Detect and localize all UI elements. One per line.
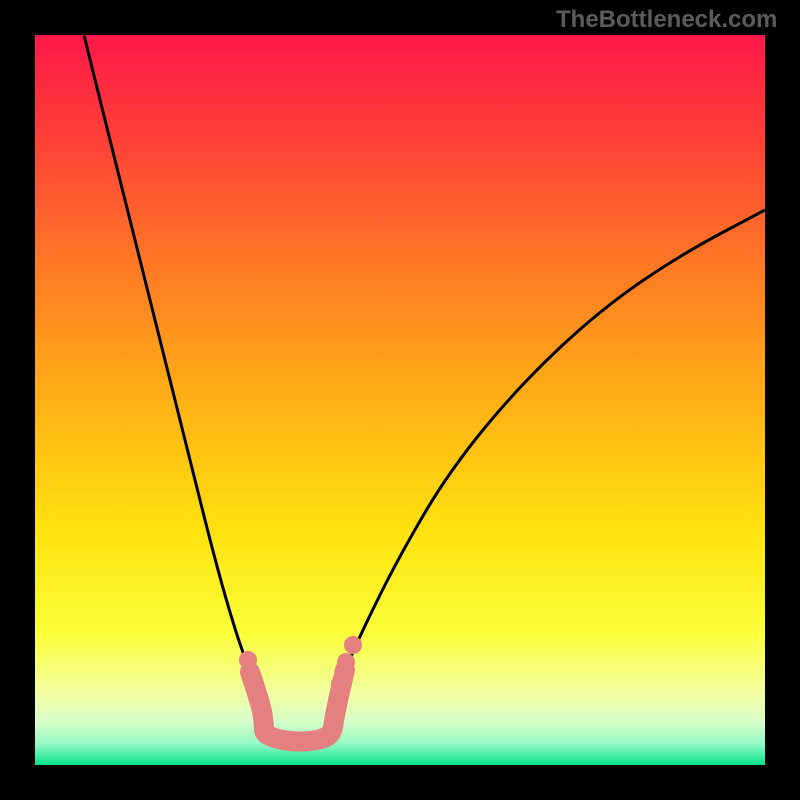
gradient-plot-background [35,35,765,765]
outer-frame: TheBottleneck.com [0,0,800,800]
watermark-text: TheBottleneck.com [556,6,777,34]
